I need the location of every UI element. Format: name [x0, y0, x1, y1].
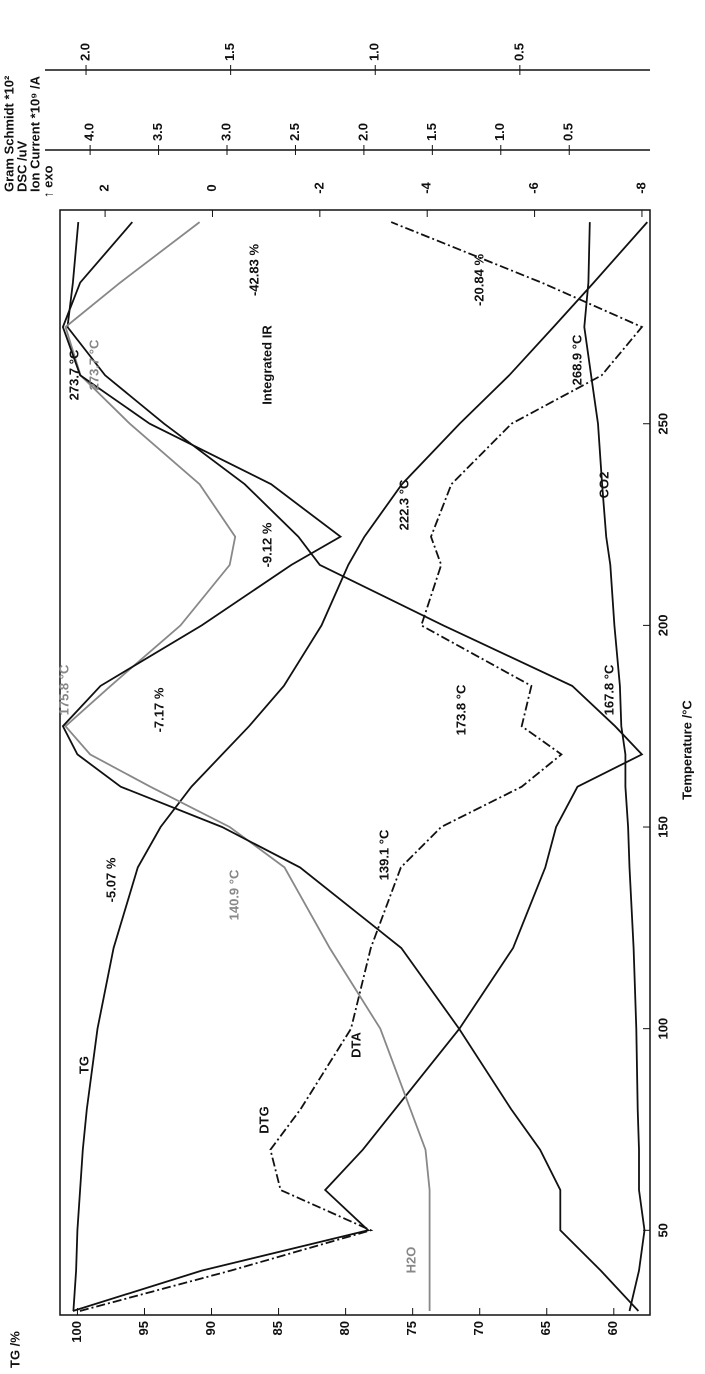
annotation: -9.12 % [259, 522, 274, 567]
y-tick-label: 90 [203, 1321, 218, 1335]
annotation: -42.83 % [246, 244, 261, 296]
annotation: 140.9 °C [226, 869, 241, 920]
axis-header: Ion Current *10⁹ /A [27, 75, 42, 192]
series-line [79, 221, 644, 1312]
y-tick-label: 95 [136, 1321, 151, 1335]
series-line [64, 221, 431, 1311]
x-tick-label: 100 [655, 1018, 670, 1040]
y4-tick-label: 1.0 [367, 43, 382, 61]
x-axis-label: Temperature /°C [679, 700, 694, 800]
y2-tick-label: 0 [204, 184, 219, 191]
series-label: DTG [256, 1106, 271, 1133]
series-label: Integrated IR [259, 325, 274, 405]
y2-tick-label: -2 [311, 182, 326, 194]
y2-tick-label: -6 [526, 182, 541, 194]
x-tick-label: 50 [655, 1223, 670, 1237]
y-tick-label: 60 [605, 1321, 620, 1335]
y-tick-label: 85 [270, 1321, 285, 1335]
annotation: 175.8 °C [56, 664, 71, 715]
y-axis-label: TG /% [7, 1331, 22, 1368]
series-label: DTA [348, 1032, 363, 1058]
y3-tick-label: 1.5 [424, 123, 439, 141]
y4-tick-label: 1.5 [222, 43, 237, 61]
y3-tick-label: 3.5 [150, 123, 165, 141]
annotation: 222.3 °C [396, 479, 411, 530]
y-tick-label: 70 [471, 1321, 486, 1335]
annotation: 273.7 °C [66, 349, 81, 400]
y2-tick-label: -8 [633, 182, 648, 194]
annotation: -20.84 % [471, 254, 486, 306]
axis-header: ↑ exo [40, 165, 55, 198]
series-label: TG [76, 1056, 91, 1074]
axis-header: DSC /uV [14, 140, 29, 192]
x-tick-label: 150 [655, 816, 670, 838]
y3-tick-label: 1.0 [492, 123, 507, 141]
y2-tick-label: -4 [419, 181, 434, 193]
series-label: H2O [403, 1247, 418, 1274]
y3-tick-label: 2.0 [355, 123, 370, 141]
y-tick-label: 75 [404, 1321, 419, 1335]
plot-group: TG /% Temperature /°C Gram Schmidt *10² … [1, 43, 694, 1368]
y-tick-label: 80 [337, 1321, 352, 1335]
y3-tick-label: 4.0 [82, 123, 97, 141]
y4-tick-label: 2.0 [77, 43, 92, 61]
annotation: 173.8 °C [453, 684, 468, 735]
y-tick-label: 65 [538, 1321, 553, 1335]
annotation: 268.9 °C [569, 334, 584, 385]
y3-tick-label: 0.5 [561, 123, 576, 141]
axis-header: Gram Schmidt *10² [1, 75, 16, 192]
annotation: 167.8 °C [601, 664, 616, 715]
y-tick-label: 100 [69, 1321, 84, 1343]
y3-tick-label: 2.5 [287, 123, 302, 141]
series-line [66, 222, 644, 1312]
y3-tick-label: 3.0 [218, 123, 233, 141]
annotation: 139.1 °C [376, 829, 391, 880]
annotation: -5.07 % [103, 857, 118, 902]
annotation: 273.7 °C [86, 339, 101, 390]
series-line [583, 222, 646, 1312]
x-tick-label: 250 [655, 413, 670, 435]
series-line [61, 221, 640, 1312]
y2-tick-label: 2 [97, 184, 112, 191]
x-tick-label: 200 [655, 615, 670, 637]
series-line [72, 221, 648, 1312]
series-label: CO2 [596, 472, 611, 499]
y4-tick-label: 0.5 [511, 43, 526, 61]
plot-frame [59, 209, 651, 1316]
annotation: -7.17 % [151, 687, 166, 732]
